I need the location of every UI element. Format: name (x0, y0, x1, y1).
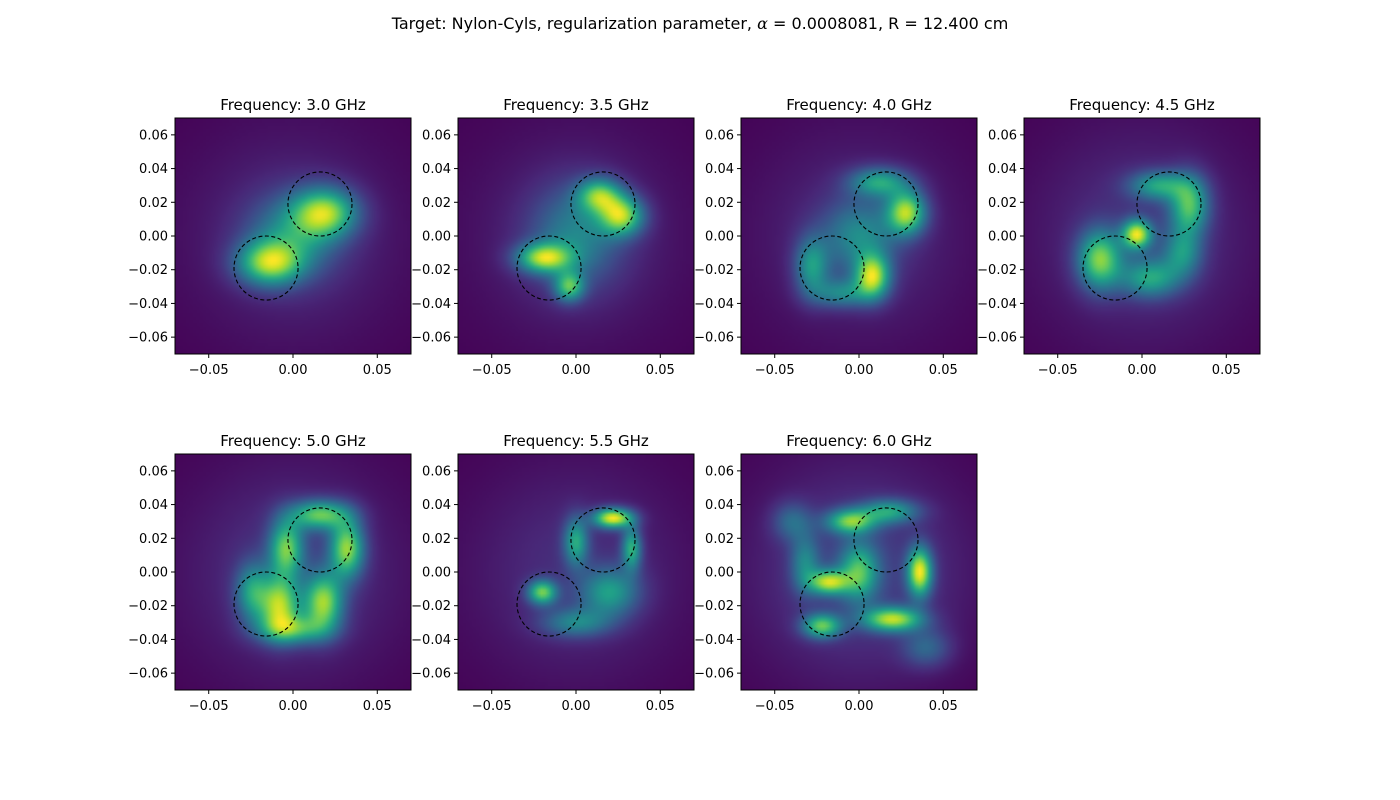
y-tick-label: 0.06 (988, 128, 1017, 143)
y-tick-label: −0.02 (128, 263, 168, 278)
subplot-title: Frequency: 3.0 GHz (220, 96, 366, 114)
subplot-5: Frequency: 5.0 GHz −0.05 0.00 0.05 0.06 0.04 0… (128, 432, 411, 714)
y-tick-label: 0.04 (422, 162, 451, 177)
y-tick-label: 0.04 (988, 162, 1017, 177)
y-tick-label: 0.06 (705, 128, 734, 143)
y-tick-label: −0.02 (694, 599, 734, 614)
x-tick-label: 0.00 (845, 363, 874, 378)
x-tick-label: 0.05 (646, 363, 675, 378)
heatmap-image (458, 454, 694, 690)
y-tick-label: −0.04 (694, 297, 734, 312)
x-tick-label: 0.00 (279, 699, 308, 714)
y-tick-label: 0.00 (988, 230, 1017, 245)
y-tick-label: −0.04 (128, 297, 168, 312)
y-tick-label: −0.04 (128, 633, 168, 648)
y-tick-label: −0.02 (411, 599, 451, 614)
x-tick-label: 0.05 (929, 699, 958, 714)
heatmap-image (175, 118, 411, 354)
y-tick-label: 0.02 (705, 532, 734, 547)
subplot-title: Frequency: 6.0 GHz (786, 432, 932, 450)
y-tick-label: 0.02 (139, 532, 168, 547)
y-tick-label: −0.06 (694, 667, 734, 682)
x-tick-label: −0.05 (472, 699, 512, 714)
y-tick-label: −0.04 (411, 633, 451, 648)
y-tick-label: −0.04 (977, 297, 1017, 312)
y-tick-label: 0.06 (422, 464, 451, 479)
y-tick-label: 0.04 (705, 162, 734, 177)
x-tick-label: −0.05 (755, 363, 795, 378)
x-tick-label: 0.05 (363, 699, 392, 714)
subplot-title: Frequency: 5.0 GHz (220, 432, 366, 450)
x-tick-label: −0.05 (472, 363, 512, 378)
y-tick-label: −0.06 (128, 331, 168, 346)
heatmap-image (741, 454, 977, 690)
x-tick-label: 0.00 (562, 699, 591, 714)
y-tick-label: 0.04 (139, 498, 168, 513)
y-tick-label: 0.06 (422, 128, 451, 143)
y-tick-label: 0.06 (139, 464, 168, 479)
heatmap-image (175, 454, 411, 690)
y-tick-label: 0.02 (988, 196, 1017, 211)
y-tick-label: 0.00 (422, 230, 451, 245)
y-tick-label: −0.06 (128, 667, 168, 682)
y-tick-label: 0.04 (422, 498, 451, 513)
heatmap-image (458, 118, 694, 354)
subplot-3: Frequency: 4.0 GHz −0.05 0.00 0.05 0.06 0.04 0… (694, 96, 977, 378)
y-tick-label: −0.06 (977, 331, 1017, 346)
y-tick-label: −0.04 (694, 633, 734, 648)
subplot-title: Frequency: 4.5 GHz (1069, 96, 1215, 114)
y-tick-label: −0.06 (411, 331, 451, 346)
y-tick-label: 0.00 (139, 566, 168, 581)
subplot-title: Frequency: 3.5 GHz (503, 96, 649, 114)
x-tick-label: −0.05 (189, 363, 229, 378)
x-tick-label: 0.00 (1128, 363, 1157, 378)
y-tick-label: 0.06 (139, 128, 168, 143)
y-tick-label: 0.00 (139, 230, 168, 245)
subplot-7: Frequency: 6.0 GHz −0.05 0.00 0.05 0.06 0.04 0… (694, 432, 977, 714)
subplot-title: Frequency: 4.0 GHz (786, 96, 932, 114)
y-tick-label: −0.04 (411, 297, 451, 312)
subplot-1: Frequency: 3.0 GHz −0.05 0.00 0.05 0.06 0.04 0… (128, 96, 411, 378)
x-tick-label: 0.05 (646, 699, 675, 714)
subplot-title: Frequency: 5.5 GHz (503, 432, 649, 450)
x-tick-label: 0.00 (562, 363, 591, 378)
y-tick-label: 0.00 (705, 230, 734, 245)
y-tick-label: −0.02 (694, 263, 734, 278)
y-tick-label: −0.02 (977, 263, 1017, 278)
y-tick-label: −0.02 (128, 599, 168, 614)
x-tick-label: 0.00 (279, 363, 308, 378)
y-tick-label: 0.06 (705, 464, 734, 479)
y-tick-label: −0.06 (694, 331, 734, 346)
subplot-2: Frequency: 3.5 GHz −0.05 0.00 0.05 0.06 0.04 0… (411, 96, 694, 378)
x-tick-label: −0.05 (189, 699, 229, 714)
y-tick-label: 0.02 (139, 196, 168, 211)
subplot-4: Frequency: 4.5 GHz −0.05 0.00 0.05 0.06 0.04 0… (977, 96, 1260, 378)
y-tick-label: 0.04 (705, 498, 734, 513)
heatmap-image (741, 118, 977, 354)
y-tick-label: −0.06 (411, 667, 451, 682)
y-tick-label: 0.00 (422, 566, 451, 581)
x-tick-label: −0.05 (1038, 363, 1078, 378)
x-tick-label: 0.05 (363, 363, 392, 378)
y-tick-label: 0.04 (139, 162, 168, 177)
y-tick-label: 0.00 (705, 566, 734, 581)
y-tick-label: 0.02 (705, 196, 734, 211)
y-tick-label: 0.02 (422, 196, 451, 211)
subplot-6: Frequency: 5.5 GHz −0.05 0.00 0.05 0.06 0.04 0… (411, 432, 694, 714)
y-tick-label: −0.02 (411, 263, 451, 278)
x-tick-label: 0.05 (1212, 363, 1241, 378)
x-tick-label: 0.00 (845, 699, 874, 714)
x-tick-label: 0.05 (929, 363, 958, 378)
x-tick-label: −0.05 (755, 699, 795, 714)
y-tick-label: 0.02 (422, 532, 451, 547)
heatmap-image (1024, 118, 1260, 354)
